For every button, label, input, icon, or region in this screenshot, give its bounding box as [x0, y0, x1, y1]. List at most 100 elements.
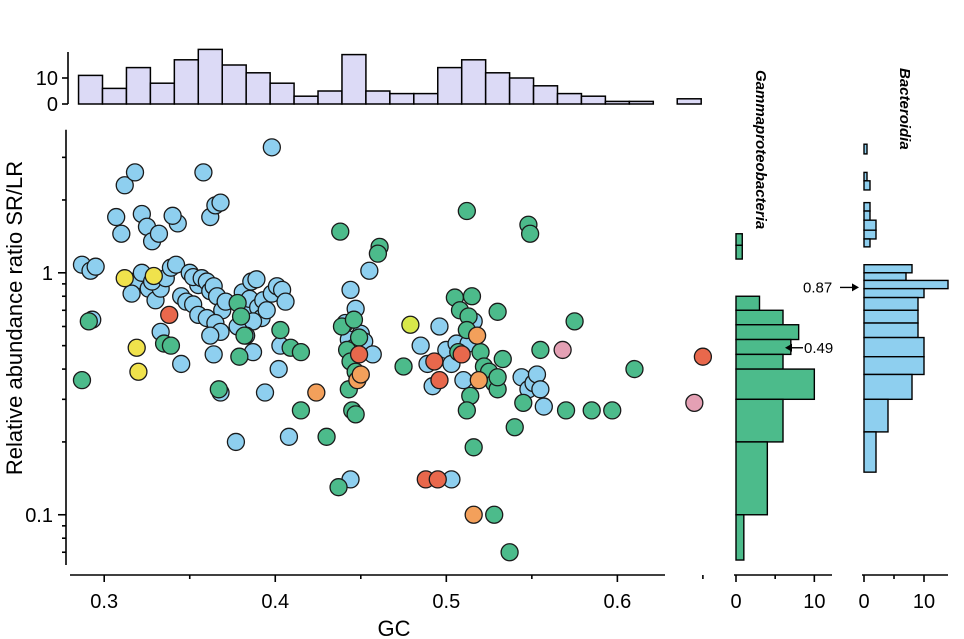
y-tick-label: 0.1: [25, 505, 53, 527]
side-histogram-bar: [863, 180, 871, 191]
histogram-bar: [484, 72, 511, 105]
data-point: [112, 224, 131, 243]
data-point: [172, 354, 191, 374]
histogram-bar: [101, 87, 128, 105]
histogram-bar: [269, 82, 295, 105]
histogram-bar: [389, 92, 415, 105]
data-point: [331, 222, 350, 241]
side-histogram-bar: [863, 264, 913, 274]
histogram-bar: [628, 100, 655, 105]
side-histogram-bar: [863, 287, 925, 299]
data-point: [582, 401, 601, 420]
data-point: [160, 305, 179, 325]
data-point: [360, 261, 379, 280]
side-histogram-bar: [735, 353, 784, 370]
data-point: [428, 470, 447, 489]
side-histogram-bar: [735, 324, 800, 341]
data-point: [469, 371, 488, 390]
histogram-bar: [508, 77, 535, 105]
data-point: [394, 357, 413, 376]
data-point: [514, 393, 533, 413]
data-point: [149, 224, 169, 243]
side-histogram-bar: [735, 441, 769, 516]
data-point: [115, 176, 134, 195]
data-point: [467, 326, 487, 345]
side-histogram-bar: [735, 338, 792, 356]
gammaproteobacteria-histogram: 0 10: [730, 233, 832, 613]
data-point: [163, 206, 182, 225]
gc-histogram: 010: [36, 48, 702, 116]
histogram-bar: [149, 82, 176, 105]
data-point: [464, 505, 483, 524]
side-histogram-bar: [735, 244, 743, 260]
histogram-bar: [341, 53, 367, 105]
data-point: [209, 380, 228, 399]
data-point: [125, 163, 145, 182]
data-point: [520, 224, 540, 243]
data-point: [231, 307, 251, 326]
data-point: [86, 257, 105, 276]
data-point: [226, 432, 246, 452]
data-point: [211, 193, 230, 212]
histogram-bar: [604, 100, 631, 105]
bacteroidia-histogram: 0 10: [840, 143, 949, 613]
data-point: [411, 336, 430, 355]
data-point: [291, 401, 311, 420]
data-point: [255, 383, 275, 402]
histogram-bar: [532, 85, 559, 105]
scatter-plot: 0.3 0.4 0.5 0.6 0.1 1: [25, 129, 713, 613]
histogram-bar: [460, 59, 487, 105]
side-hist-x-tick-label: 0: [858, 591, 869, 613]
data-point: [401, 315, 420, 334]
histogram-bar: [317, 90, 343, 105]
side-histogram-bar: [735, 368, 816, 401]
side-histogram-bar: [863, 431, 877, 473]
side-histogram-bar: [863, 229, 877, 240]
data-point: [346, 405, 365, 424]
data-point: [269, 359, 288, 379]
data-point: [454, 371, 473, 390]
top-hist-y-tick-label: 10: [36, 68, 58, 90]
data-point: [553, 340, 572, 360]
side-histogram-bar: [863, 238, 871, 248]
data-point: [685, 393, 704, 413]
data-point: [201, 326, 220, 345]
x-tick-label: 0.4: [261, 591, 289, 613]
data-point: [527, 365, 547, 384]
data-point: [430, 317, 449, 336]
data-point: [425, 352, 444, 371]
side-histogram-bar: [735, 309, 784, 326]
side-histogram-bar: [863, 201, 871, 212]
data-point: [166, 255, 186, 274]
data-point: [230, 347, 249, 366]
data-point: [204, 345, 223, 364]
data-point: [349, 345, 369, 364]
side-hist-x-tick-label: 10: [913, 591, 935, 613]
x-tick-label: 0.3: [90, 591, 118, 613]
histogram-bar: [125, 66, 152, 105]
data-point: [344, 310, 364, 329]
data-point: [329, 478, 348, 497]
scatter-points: [72, 138, 713, 562]
data-point: [127, 338, 146, 357]
data-point: [457, 401, 476, 420]
data-point: [79, 312, 98, 331]
data-point: [368, 244, 388, 263]
data-point: [625, 359, 644, 379]
side-histogram-bar: [863, 373, 913, 401]
histogram-bar: [580, 95, 607, 105]
data-point: [115, 269, 134, 288]
data-point: [235, 326, 254, 345]
data-point: [500, 543, 519, 562]
data-point: [271, 320, 290, 340]
bacteroidia-title: Bacteroidia: [896, 68, 913, 150]
gammaproteobacteria-median-label: 0.49: [804, 340, 833, 357]
histogram-bar: [245, 72, 271, 105]
data-point: [462, 287, 482, 306]
histogram-bar: [437, 66, 463, 105]
data-point: [262, 138, 281, 157]
data-point: [534, 397, 553, 416]
data-point: [129, 362, 148, 381]
data-point: [603, 401, 622, 420]
